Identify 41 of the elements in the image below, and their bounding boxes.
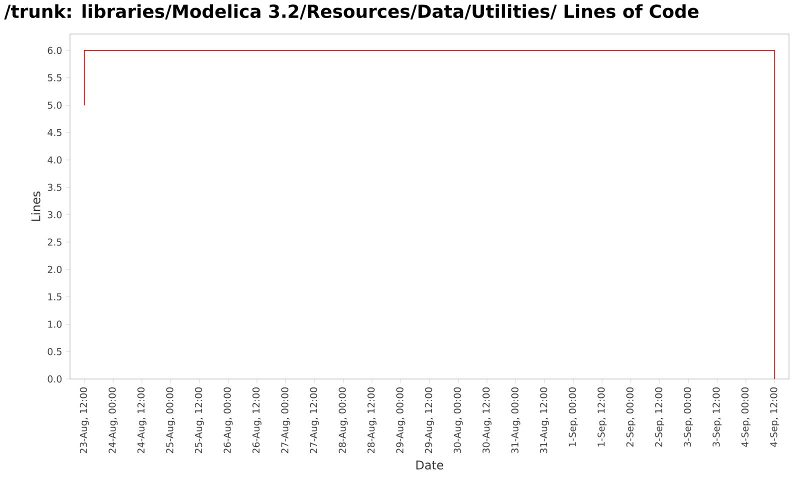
x-tick-label: 28-Aug, 12:00	[367, 387, 376, 454]
y-tick-label: 4.0	[48, 156, 62, 164]
x-axis-title: Date	[416, 460, 444, 470]
y-tick-label: 0.5	[48, 348, 62, 356]
x-tick-label: 4-Sep, 00:00	[741, 387, 750, 447]
x-tick-label: 25-Aug, 12:00	[194, 387, 204, 454]
x-tick-label: 24-Aug, 12:00	[137, 387, 146, 454]
x-tick-label: 23-Aug, 12:00	[80, 387, 89, 454]
x-tick-label: 27-Aug, 12:00	[310, 387, 319, 454]
y-axis-title: Lines	[31, 192, 40, 221]
y-tick-label: 4.5	[48, 129, 62, 136]
y-tick-label: 6.0	[48, 46, 62, 54]
x-tick-label: 29-Aug, 12:00	[425, 387, 434, 454]
x-tick-label: 1-Sep, 00:00	[568, 387, 578, 446]
y-tick-label: 2.5	[48, 238, 62, 246]
x-tick-label: 28-Aug, 00:00	[338, 387, 348, 454]
y-tick-label: 0.0	[48, 375, 62, 383]
x-tick-label: 2-Sep, 00:00	[626, 387, 636, 447]
x-tick-label: 27-Aug, 00:00	[281, 387, 290, 454]
x-tick-label: 24-Aug, 00:00	[108, 387, 118, 454]
x-tick-label: 26-Aug, 00:00	[224, 387, 233, 454]
chart-title: /trunk: libraries/Modelica 3.2/Resources/Data/Utilities/ Lines of Code	[4, 4, 698, 20]
x-tick-label: 3-Sep, 12:00	[712, 387, 722, 447]
y-tick-label: 1.0	[48, 320, 62, 328]
x-tick-label: 3-Sep, 00:00	[684, 387, 693, 447]
x-tick-label: 30-Aug, 12:00	[482, 387, 492, 454]
x-tick-label: 4-Sep, 12:00	[770, 387, 780, 447]
x-tick-label: 25-Aug, 00:00	[166, 387, 176, 454]
x-tick-label: 1-Sep, 12:00	[598, 387, 607, 446]
y-tick-label: 3.5	[48, 184, 62, 191]
y-tick-label: 5.0	[48, 102, 62, 109]
x-tick-label: 2-Sep, 12:00	[655, 387, 664, 447]
y-tick-label: 1.5	[48, 293, 62, 300]
x-tick-label: 31-Aug, 00:00	[511, 387, 520, 454]
y-tick-label: 3.0	[48, 211, 62, 218]
x-tick-label: 29-Aug, 00:00	[396, 387, 406, 454]
x-tick-label: 30-Aug, 00:00	[454, 387, 463, 454]
y-tick-label: 5.5	[48, 74, 62, 82]
y-tick-label: 2.0	[48, 266, 62, 274]
x-tick-label: 26-Aug, 12:00	[252, 387, 262, 454]
x-tick-label: 31-Aug, 12:00	[540, 387, 550, 454]
